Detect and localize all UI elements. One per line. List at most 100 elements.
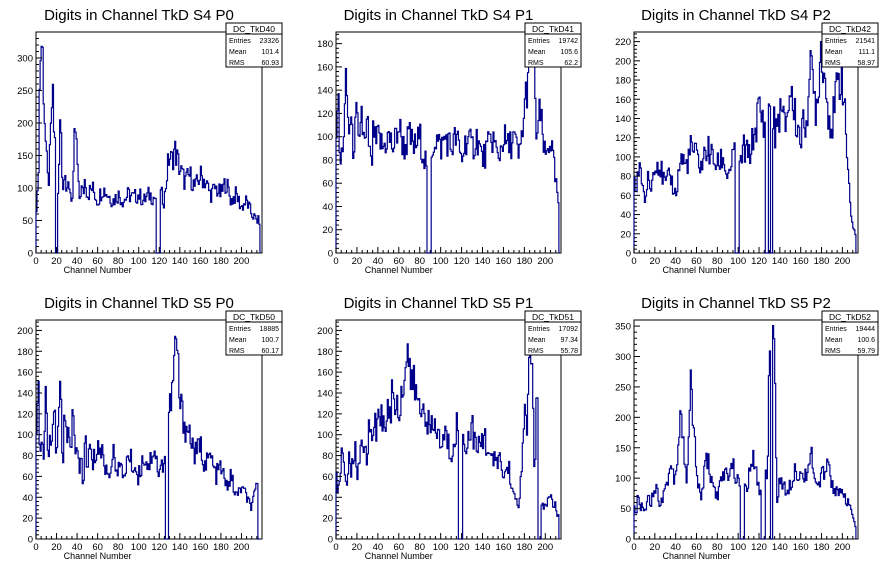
- y-tick-label: 20: [322, 225, 333, 236]
- y-tick-label: 300: [615, 352, 631, 363]
- stats-value: 59.79: [857, 348, 875, 355]
- stats-key: RMS: [825, 348, 841, 355]
- y-tick-label: 200: [317, 326, 333, 337]
- x-tick-label: 140: [475, 542, 491, 553]
- y-tick-label: 60: [322, 179, 333, 190]
- x-tick-label: 40: [373, 542, 384, 553]
- x-tick-label: 20: [51, 256, 62, 267]
- x-tick-label: 100: [433, 256, 449, 267]
- x-tick-label: 60: [691, 256, 702, 267]
- stats-box: DC_TkD42 Entries 21541 Mean 111.1 RMS 58.97: [821, 22, 879, 68]
- y-tick-label: 200: [17, 119, 33, 130]
- x-tick-label: 160: [496, 256, 512, 267]
- y-tick-label: 100: [615, 152, 631, 163]
- histogram-panel-4: Digits in Channel TkD S5 P1 0 20 40 60 80 100 1…: [317, 295, 582, 561]
- stats-frame: [821, 310, 879, 356]
- y-tick-label: 0: [28, 535, 33, 546]
- y-tick-label: 250: [17, 86, 33, 97]
- chart-title: Digits in Channel TkD S5 P1: [344, 295, 534, 312]
- stats-value: 21541: [856, 38, 876, 45]
- stats-key: Mean: [825, 49, 843, 56]
- x-tick-label: 180: [814, 542, 830, 553]
- stats-key: Mean: [825, 337, 843, 344]
- y-tick-label: 140: [17, 389, 33, 400]
- histogram-line: [335, 337, 560, 540]
- y-tick-label: 50: [22, 216, 33, 227]
- y-tick-label: 150: [17, 151, 33, 162]
- stats-name: DC_TkD51: [532, 312, 574, 322]
- stats-frame: [821, 22, 879, 68]
- chart-title: Digits in Channel TkD S4 P0: [44, 7, 234, 24]
- x-tick-label: 200: [834, 542, 850, 553]
- y-tick-label: 200: [615, 56, 631, 67]
- stats-key: Entries: [825, 38, 847, 45]
- y-tick-label: 20: [322, 514, 333, 525]
- stats-key: RMS: [229, 60, 245, 67]
- x-tick-label: 180: [516, 256, 532, 267]
- histogram-panel-5: Digits in Channel TkD S5 P2 0 20 40 60 80 100 1…: [615, 295, 879, 561]
- plot-frame: [633, 31, 859, 254]
- y-tick-label: 220: [615, 37, 631, 48]
- x-tick-label: 80: [712, 256, 723, 267]
- stats-value: 23326: [260, 38, 280, 45]
- x-tick-label: 20: [352, 542, 363, 553]
- y-tick-label: 300: [17, 54, 33, 65]
- x-tick-label: 0: [33, 256, 38, 267]
- x-tick-label: 120: [151, 542, 167, 553]
- x-tick-label: 40: [670, 542, 681, 553]
- y-tick-label: 40: [322, 493, 333, 504]
- x-tick-label: 40: [373, 256, 384, 267]
- y-tick-label: 60: [620, 191, 631, 202]
- x-tick-label: 120: [454, 542, 470, 553]
- y-tick-label: 100: [17, 184, 33, 195]
- x-tick-label: 80: [113, 542, 124, 553]
- x-tick-label: 140: [772, 542, 788, 553]
- x-tick-label: 20: [650, 542, 661, 553]
- stats-key: Mean: [528, 337, 546, 344]
- x-tick-label: 60: [691, 542, 702, 553]
- stats-value: 58.97: [857, 60, 875, 67]
- x-axis-label: Channel Number: [64, 265, 132, 275]
- y-tick-label: 80: [22, 451, 33, 462]
- x-tick-label: 200: [834, 256, 850, 267]
- stats-value: 19742: [559, 38, 579, 45]
- y-tick-label: 50: [620, 504, 631, 515]
- x-tick-label: 200: [234, 542, 250, 553]
- y-tick-label: 40: [620, 210, 631, 221]
- x-axis-label: Channel Number: [662, 551, 730, 561]
- stats-key: Entries: [528, 326, 550, 333]
- y-tick-label: 160: [615, 95, 631, 106]
- x-tick-label: 120: [454, 256, 470, 267]
- y-tick-label: 180: [317, 39, 333, 50]
- stats-name: DC_TkD40: [233, 24, 275, 34]
- y-tick-label: 250: [615, 382, 631, 393]
- y-tick-label: 160: [317, 368, 333, 379]
- y-tick-label: 180: [317, 347, 333, 358]
- histogram-line: [35, 45, 261, 254]
- histogram-panel-1: Digits in Channel TkD S4 P1 0 20 40 60 80 100 1…: [317, 7, 582, 275]
- x-tick-label: 40: [670, 256, 681, 267]
- chart-title: Digits in Channel TkD S4 P1: [344, 7, 534, 24]
- stats-value: 97.34: [560, 337, 578, 344]
- y-tick-label: 40: [22, 493, 33, 504]
- stats-value: 55.78: [560, 348, 578, 355]
- x-tick-label: 0: [33, 542, 38, 553]
- stats-value: 62.2: [564, 60, 578, 67]
- x-tick-label: 0: [333, 542, 338, 553]
- x-tick-label: 120: [151, 256, 167, 267]
- stats-box: DC_TkD52 Entries 19444 Mean 100.6 RMS 59.79: [821, 310, 879, 356]
- stats-value: 18885: [260, 326, 280, 333]
- stats-box: DC_TkD51 Entries 17092 Mean 97.34 RMS 55.78: [524, 310, 582, 356]
- x-tick-label: 40: [72, 542, 83, 553]
- histogram-panel-3: Digits in Channel TkD S5 P0 0 20 40 60 80 100 1…: [17, 295, 283, 561]
- x-tick-label: 180: [213, 542, 229, 553]
- x-tick-label: 140: [475, 256, 491, 267]
- x-tick-label: 120: [751, 542, 767, 553]
- chart-title: Digits in Channel TkD S5 P2: [641, 295, 831, 312]
- x-tick-label: 80: [113, 256, 124, 267]
- y-tick-label: 0: [328, 249, 333, 260]
- x-axis-label: Channel Number: [365, 551, 433, 561]
- x-tick-label: 100: [131, 542, 147, 553]
- y-tick-label: 140: [317, 389, 333, 400]
- x-tick-label: 140: [772, 256, 788, 267]
